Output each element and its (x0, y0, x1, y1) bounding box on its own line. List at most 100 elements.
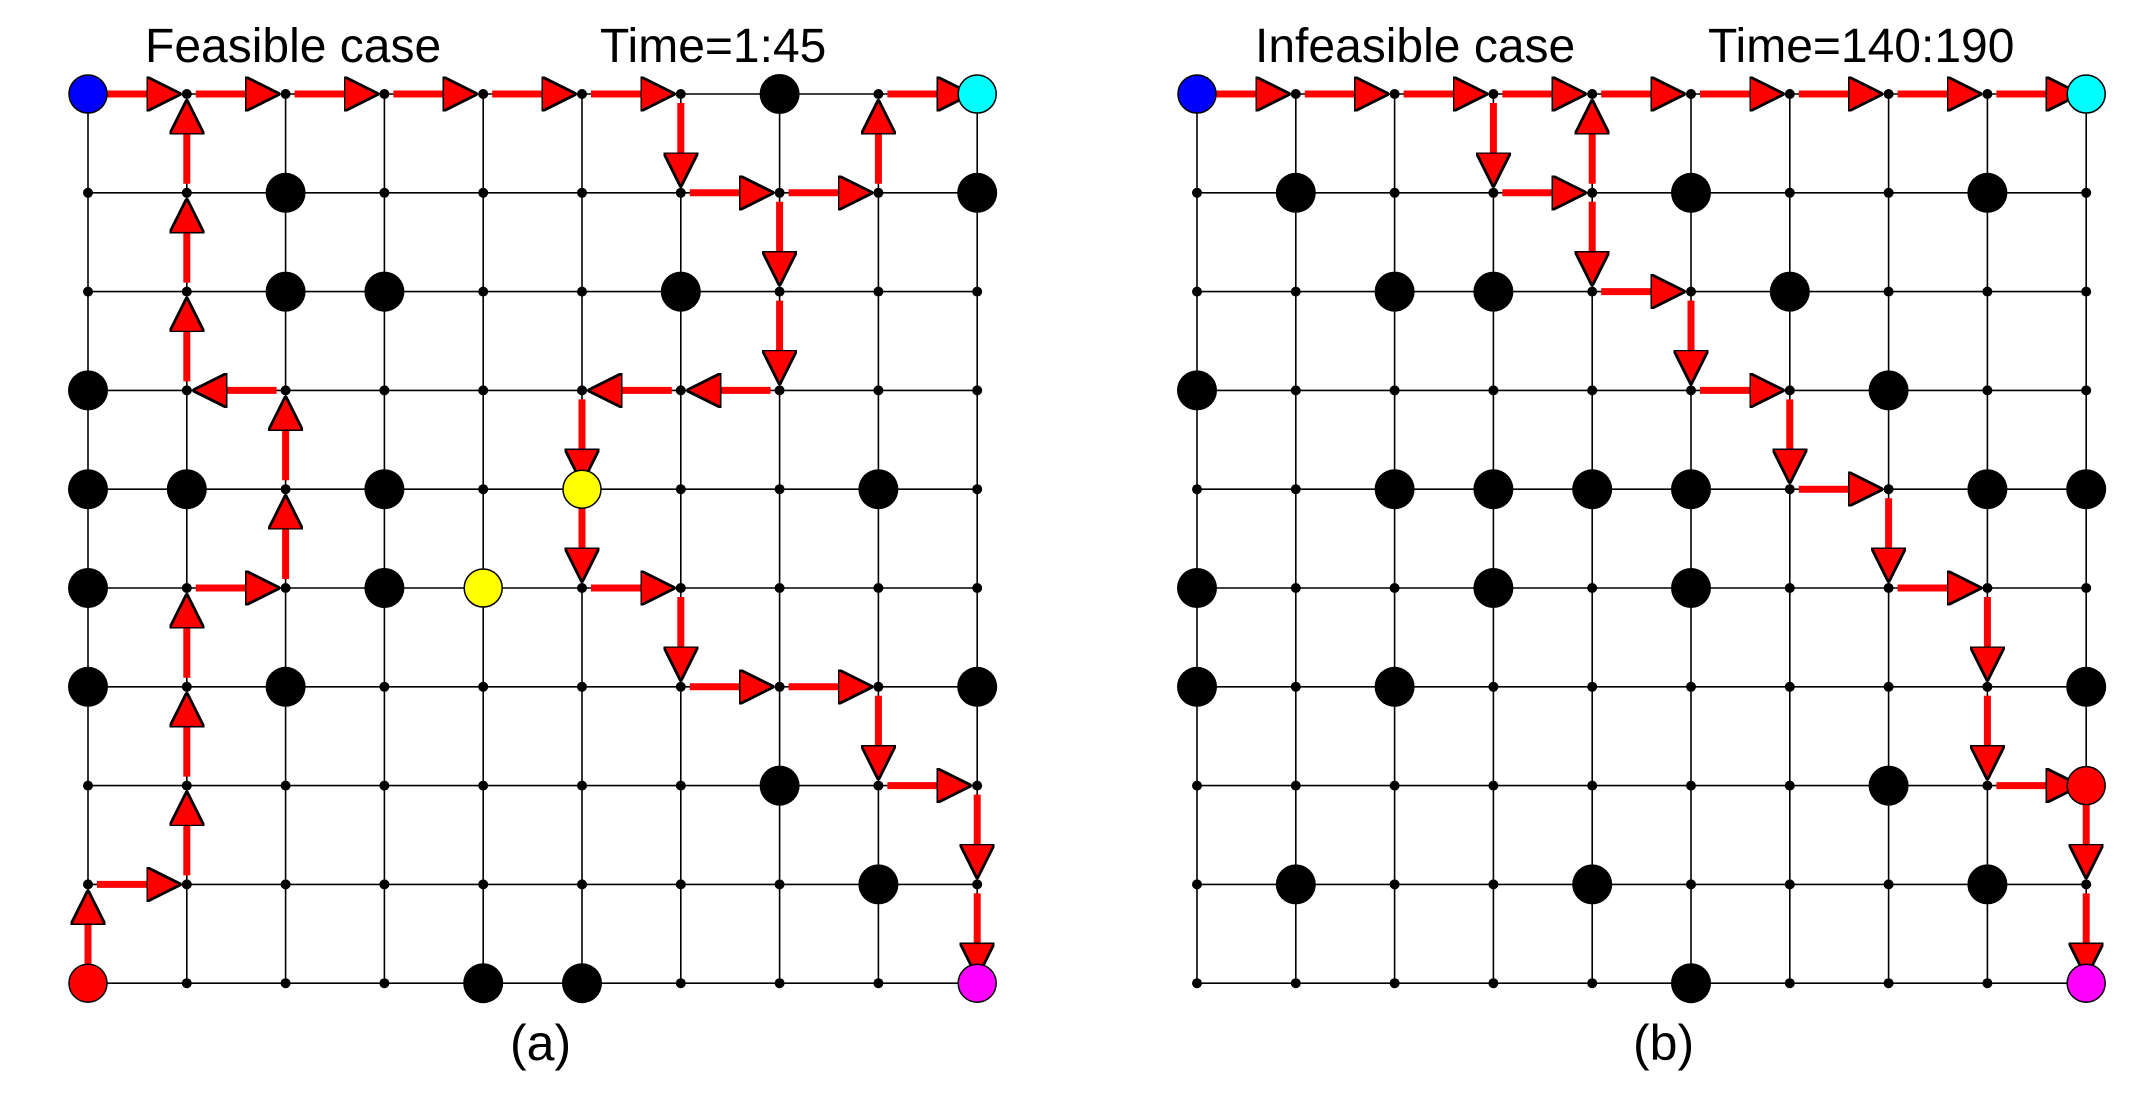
grid-vertex (1982, 978, 1993, 989)
grid-vertex (478, 484, 489, 495)
panel-b-time: Time=140:190 (1708, 20, 2014, 73)
grid-vertex (1488, 978, 1499, 989)
a-obstacle (364, 568, 405, 608)
grid-vertex (1290, 385, 1301, 396)
grid-vertex (83, 286, 93, 297)
grid-vertex (478, 89, 489, 99)
b-obstacle (1868, 765, 1909, 806)
grid-vertex (577, 879, 587, 890)
grid-vertex (1488, 187, 1499, 198)
grid-vertex (1192, 484, 1202, 495)
grid-vertex (1290, 583, 1301, 593)
b-obstacle (1275, 172, 1316, 213)
grid-vertex (1686, 385, 1696, 396)
grid-vertex (1883, 286, 1894, 297)
b-obstacle (2066, 666, 2107, 707)
grid-vertex (873, 187, 884, 198)
a-obstacle (858, 864, 899, 905)
a-obstacle (364, 469, 405, 510)
grid-vertex (1192, 879, 1202, 890)
grid-vertex (1686, 681, 1696, 692)
grid-vertex (1290, 780, 1301, 791)
grid-vertex (1488, 681, 1499, 692)
grid-vertex (1784, 583, 1795, 593)
panel-b-caption: (b) (1633, 1015, 1694, 1071)
grid-vertex (1587, 780, 1598, 791)
grid-vertex (873, 583, 884, 593)
b-obstacle (1769, 271, 1810, 312)
grid-vertex (2081, 286, 2092, 297)
grid-vertex (1488, 879, 1499, 890)
grid-vertex (577, 187, 587, 198)
grid-vertex (478, 879, 489, 890)
grid-vertex (1488, 89, 1499, 99)
b-obstacle (1671, 568, 1711, 608)
grid-vertex (972, 879, 983, 890)
grid-vertex (83, 780, 93, 791)
grid-vertex (2081, 385, 2092, 396)
grid-vertex (972, 484, 983, 495)
grid-vertex (280, 484, 291, 495)
grid-vertex (873, 385, 884, 396)
b-obstacle (1572, 469, 1613, 510)
grid-vertex (478, 780, 489, 791)
grid-vertex (1192, 286, 1202, 297)
grid-vertex (873, 89, 884, 99)
grid-vertex (1883, 583, 1894, 593)
a-goal-bottom-right-node (957, 963, 997, 1003)
b-obstacle (1473, 568, 1514, 608)
a-obstacle (858, 469, 899, 510)
grid-vertex (675, 978, 686, 989)
b-goal-bottom-right-node (2066, 963, 2106, 1003)
grid-vertex (873, 286, 884, 297)
grid-vertex (379, 187, 390, 198)
b-obstacle (1868, 370, 1909, 411)
grid-vertex (1587, 385, 1598, 396)
grid-vertex (478, 385, 489, 396)
grid-vertex (675, 187, 686, 198)
a-obstacle (265, 666, 306, 707)
a-obstacle (364, 271, 405, 312)
a-obstacle (68, 666, 108, 707)
grid-vertex (181, 89, 192, 99)
grid-vertex (83, 879, 93, 890)
grid-vertex (1587, 286, 1598, 297)
grid-vertex (1192, 187, 1202, 198)
grid-vertex (181, 681, 192, 692)
panel-a: Feasible case Time=1:45 (a) (68, 20, 998, 1071)
b-goal-top-right-node (2066, 74, 2106, 114)
b-start-top-left-node (1177, 74, 1217, 114)
grid-vertex (972, 385, 983, 396)
grid-vertex (1389, 978, 1400, 989)
panel-a-grid (68, 74, 998, 1004)
b-obstacle (1374, 469, 1415, 510)
grid-vertex (478, 681, 489, 692)
b-obstacle (1374, 666, 1415, 707)
grid-vertex (1686, 286, 1696, 297)
grid-vertex (1784, 385, 1795, 396)
grid-vertex (181, 978, 192, 989)
grid-vertex (1290, 681, 1301, 692)
grid-vertex (280, 978, 291, 989)
grid-vertex (1686, 780, 1696, 791)
b-obstacle (1671, 172, 1711, 213)
grid-vertex (1784, 978, 1795, 989)
grid-vertex (577, 583, 587, 593)
grid-vertex (1389, 89, 1400, 99)
grid-vertex (774, 978, 785, 989)
grid-vertex (280, 385, 291, 396)
grid-vertex (379, 89, 390, 99)
grid-vertex (280, 879, 291, 890)
grid-vertex (379, 978, 390, 989)
panel-b-title: Infeasible case (1255, 20, 1575, 73)
grid-vertex (181, 187, 192, 198)
grid-vertex (379, 780, 390, 791)
grid-vertex (280, 583, 291, 593)
grid-vertex (181, 780, 192, 791)
grid-vertex (181, 385, 192, 396)
grid-vertex (1587, 583, 1598, 593)
grid-vertex (181, 286, 192, 297)
grid-vertex (280, 780, 291, 791)
b-obstacle (1967, 469, 2008, 510)
b-obstacle (1572, 864, 1613, 905)
